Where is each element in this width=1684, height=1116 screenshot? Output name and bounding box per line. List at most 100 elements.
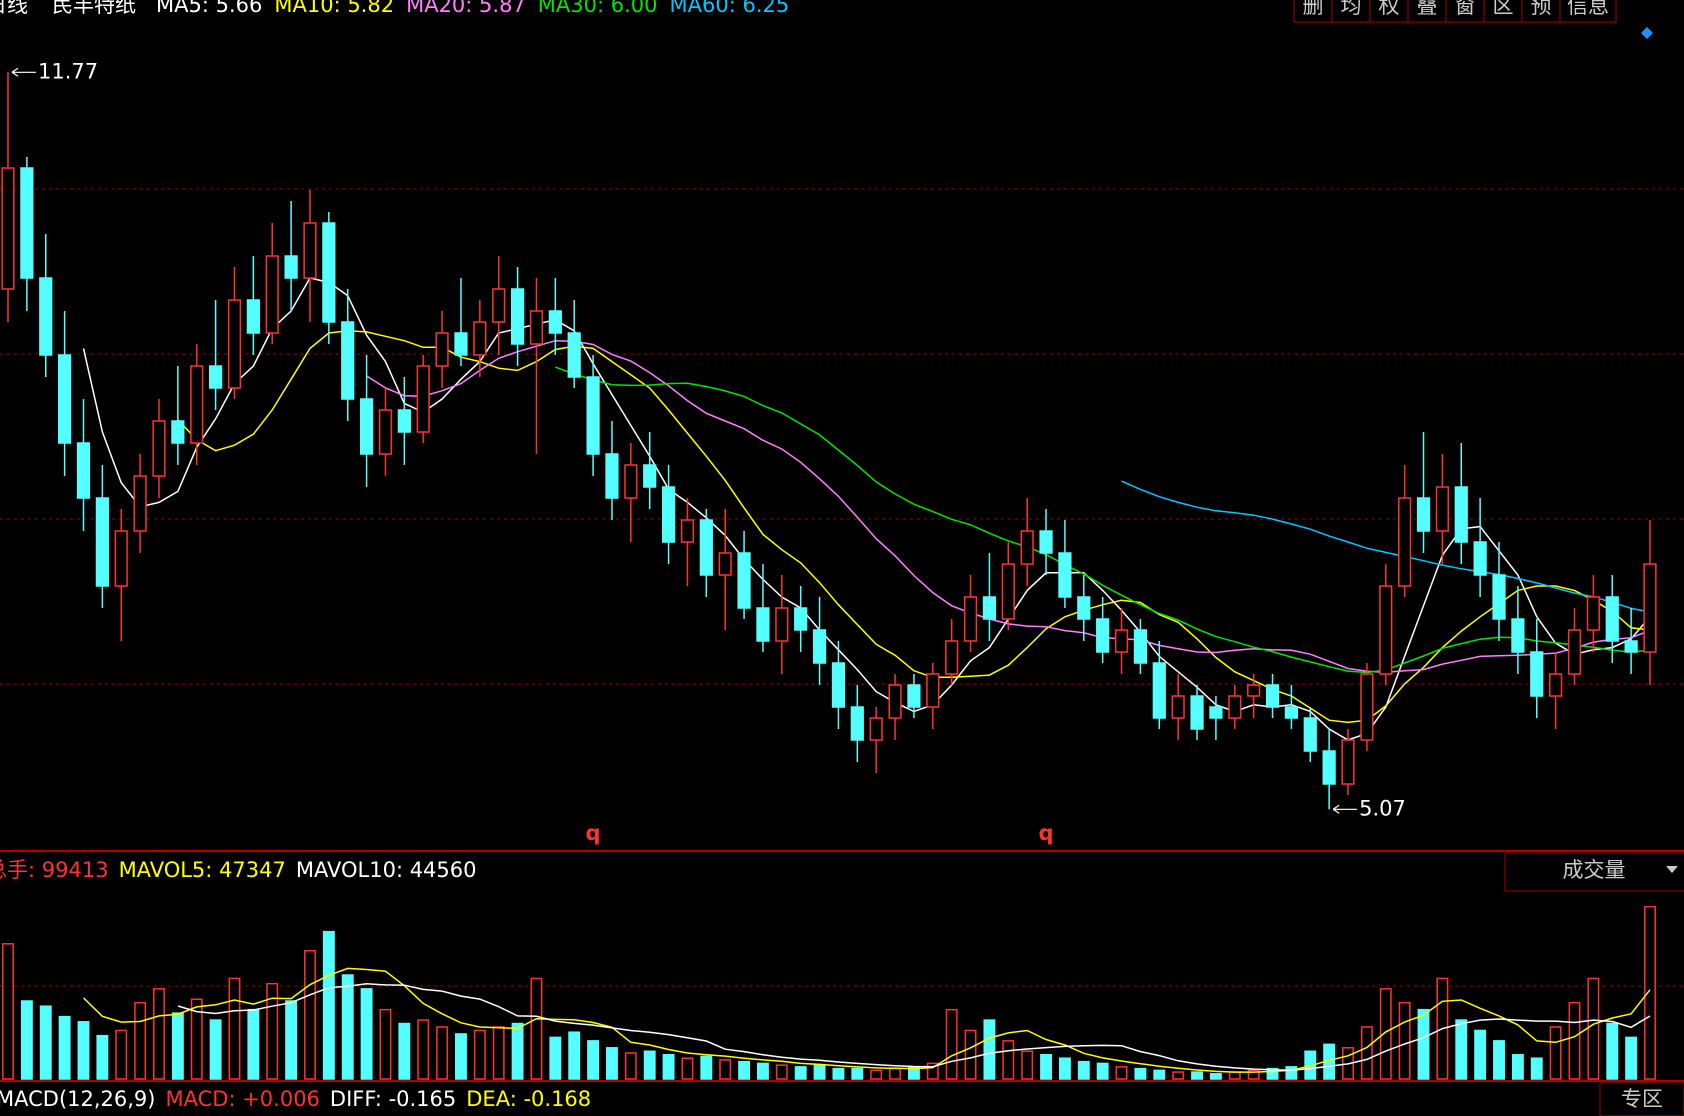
volume-bar [1455, 1019, 1468, 1080]
candle-body [548, 310, 562, 334]
candle-body [1435, 486, 1449, 532]
candle-body [1567, 629, 1582, 675]
candle-body [190, 365, 204, 444]
volume-bar [964, 1029, 977, 1080]
volume-bar [1172, 1071, 1185, 1080]
candle-body [454, 332, 468, 356]
volume-bar [473, 1029, 486, 1080]
candle-body [1473, 541, 1487, 576]
volume-bar [96, 1034, 109, 1080]
volume-bar [20, 1000, 33, 1080]
candle-body [661, 486, 676, 543]
candle-body [20, 167, 34, 279]
volume-bar [379, 1008, 392, 1080]
candle-body [1379, 585, 1393, 675]
volume-bar [681, 1057, 694, 1080]
volume-bar [398, 1022, 411, 1080]
candle-body [1001, 563, 1015, 620]
candle-body [397, 409, 411, 433]
candle-body [1058, 552, 1072, 598]
candle-body [133, 475, 147, 532]
candle-body [492, 288, 506, 323]
volume-bar [738, 1060, 751, 1080]
candle-body [378, 409, 393, 455]
volume-bar [775, 1064, 788, 1080]
annotation-arrow [1332, 804, 1358, 814]
volume-bar [1285, 1066, 1298, 1080]
ma-label: MA20: 5.87 [406, 0, 526, 17]
candle-body [1114, 629, 1129, 653]
volume-bar [1115, 1066, 1128, 1080]
candle-body [39, 277, 53, 356]
volume-bar [304, 949, 316, 1080]
candle-body [171, 420, 185, 444]
volume-bar [643, 1050, 656, 1080]
tab-box[interactable] [1599, 1082, 1684, 1116]
volume-bar [266, 982, 279, 1080]
candle-body [114, 530, 128, 587]
candle-body [737, 552, 751, 609]
candle-body [945, 640, 959, 675]
volume-bar [190, 998, 203, 1080]
volume-bar [341, 974, 354, 1080]
candle-body [1605, 596, 1619, 642]
dropdown-arrow [1666, 866, 1678, 873]
candle-body [1586, 596, 1600, 631]
candle-body [586, 376, 600, 455]
candle-body [869, 717, 883, 741]
candle-body [699, 519, 713, 576]
candle-body [510, 288, 525, 345]
candle-body [963, 596, 978, 642]
candle-body [1549, 673, 1563, 697]
macd-label: DIFF: -0.165 [330, 1087, 456, 1111]
volume-bar [757, 1062, 769, 1080]
volume-bar [851, 1067, 864, 1080]
volume-bar [492, 1026, 505, 1080]
candle-body [1454, 486, 1468, 543]
volume-bar [417, 1019, 430, 1080]
macd-label: MACD: +0.006 [166, 1087, 320, 1111]
volume-bar [436, 1026, 449, 1080]
candle-body [1077, 596, 1091, 620]
candle-body [227, 299, 242, 389]
candle-body [605, 453, 619, 499]
volume-bar [1228, 1071, 1241, 1080]
volume-bar [870, 1069, 883, 1080]
ma-label: MA60: 6.25 [670, 0, 790, 17]
volume-bar [1191, 1071, 1203, 1080]
toolbar-button[interactable] [1559, 0, 1617, 23]
marker: q [1039, 821, 1054, 845]
tab-label[interactable]: 专区 [1621, 1087, 1663, 1111]
candle-body [624, 464, 638, 499]
candle-body [1284, 706, 1299, 719]
volume-bar [1002, 1040, 1015, 1080]
candle-body [680, 519, 695, 543]
volume-bar [1058, 1057, 1071, 1080]
volume-bar [455, 1033, 467, 1080]
volume-bar [624, 1052, 637, 1080]
candle-body [850, 706, 864, 741]
selector-box[interactable] [1504, 852, 1684, 892]
candle-body [1530, 651, 1544, 697]
volume-bar [1511, 1053, 1524, 1080]
volume-bar [228, 977, 241, 1080]
volume-label: 总手: 99413 [0, 858, 109, 882]
volume-label: MAVOL10: 44560 [296, 858, 477, 882]
candle-body [1492, 574, 1506, 620]
volume-bar [322, 930, 335, 1080]
candle-body [435, 332, 449, 367]
ma-line [555, 366, 1651, 674]
candle-body [1228, 695, 1242, 719]
volume-selector[interactable]: 成交量 [1563, 858, 1626, 882]
candle-body [831, 662, 846, 708]
candle-body [756, 607, 770, 642]
volume-bar [1644, 905, 1656, 1080]
volume-bar [115, 1029, 128, 1080]
volume-bar [1021, 1050, 1034, 1080]
candle-body [209, 365, 223, 389]
mavol-line [177, 983, 1651, 1071]
candle-body [1303, 717, 1317, 752]
volume-bar [1096, 1062, 1109, 1080]
candle-body [1341, 739, 1355, 785]
